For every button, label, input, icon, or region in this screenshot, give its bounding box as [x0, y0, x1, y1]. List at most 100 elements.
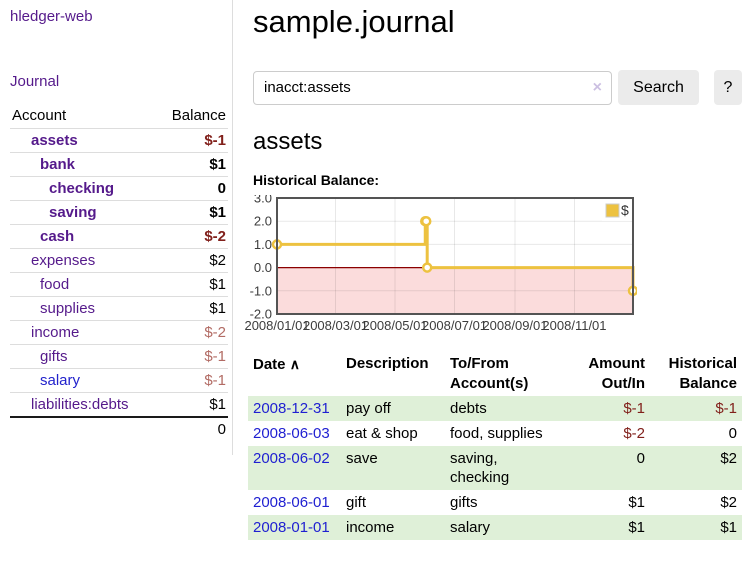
- register-accounts-cell: salary: [450, 519, 491, 536]
- register-amount-cell: $-2: [623, 425, 645, 442]
- search-button[interactable]: Search: [618, 70, 699, 105]
- legend-label: $: [621, 202, 629, 218]
- accounts-total-value: 0: [10, 416, 228, 441]
- account-balance: $2: [156, 248, 228, 273]
- balance-column-header: Balance: [171, 107, 226, 124]
- register-header-row: Date ∧ Description To/From Account(s) Amo…: [248, 352, 742, 396]
- register-table: Date ∧ Description To/From Account(s) Amo…: [248, 352, 742, 540]
- account-name-cell: expenses: [10, 248, 157, 273]
- register-amount-cell: $-1: [623, 400, 645, 417]
- transaction-date-link[interactable]: 2008-01-01: [253, 519, 330, 536]
- register-description-cell: eat & shop: [346, 425, 418, 442]
- register-header-amount: Amount Out/In: [575, 352, 650, 396]
- account-name-cell: assets: [10, 128, 157, 153]
- register-balance-cell: $-1: [715, 400, 737, 417]
- register-description-cell: save: [346, 450, 378, 467]
- account-row: cash $-2: [10, 224, 228, 249]
- balance-chart-svg: $3.0 2.0 1.0 0.0 -1.0 -2.02008/01/012008/03/0…: [244, 191, 639, 333]
- register-date-cell: 2008-01-01: [248, 515, 341, 540]
- register-row: 2008-06-01 gift gifts $1 $2: [248, 490, 742, 515]
- account-link-income[interactable]: income: [31, 324, 80, 341]
- account-row: gifts $-1: [10, 344, 228, 369]
- transaction-date-link[interactable]: 2008-12-31: [253, 400, 330, 417]
- x-tick-label: 2008/11/01: [542, 318, 606, 333]
- register-balance-cell: $2: [720, 494, 737, 511]
- account-link-checking[interactable]: checking: [49, 180, 115, 197]
- account-balance: $1: [156, 392, 228, 417]
- account-balance: $-2: [156, 320, 228, 345]
- transaction-date-link[interactable]: 2008-06-02: [253, 450, 330, 467]
- account-name-cell: income: [10, 320, 157, 345]
- register-balance-cell: 0: [728, 425, 737, 442]
- accounts-total-row: 0: [10, 416, 228, 441]
- account-name-cell: food: [10, 272, 157, 297]
- register-date-cell: 2008-06-01: [248, 490, 341, 515]
- transaction-date-link[interactable]: 2008-06-03: [253, 425, 330, 442]
- register-balance-cell: $2: [720, 450, 737, 467]
- account-link-assets[interactable]: assets: [31, 132, 78, 149]
- sort-asc-icon: ∧: [289, 356, 300, 372]
- account-row: supplies $1: [10, 296, 228, 321]
- register-amount-cell: $1: [628, 519, 645, 536]
- account-link-bank[interactable]: bank: [40, 156, 76, 173]
- sidebar-item-journal[interactable]: Journal: [10, 73, 60, 90]
- account-name-cell: cash: [10, 224, 157, 249]
- register-amount-cell: $1: [628, 494, 645, 511]
- app-brand-link[interactable]: hledger-web: [10, 8, 93, 25]
- account-row: liabilities:debts $1: [10, 392, 228, 417]
- register-accounts-cell: saving, checking: [450, 450, 510, 486]
- account-name-cell: saving: [10, 200, 157, 225]
- account-link-cash[interactable]: cash: [40, 228, 75, 245]
- y-tick-label: 2.0: [254, 214, 272, 229]
- register-header-description: Description: [346, 355, 429, 372]
- x-tick-label: 2008/01/01: [245, 318, 310, 333]
- account-link-gifts[interactable]: gifts: [40, 348, 68, 365]
- account-balance: $1: [156, 296, 228, 321]
- sidebar: hledger-web Journal Account Balance asse…: [0, 0, 233, 455]
- account-link-saving[interactable]: saving: [49, 204, 97, 221]
- x-tick-label: 2008/07/01: [422, 318, 487, 333]
- account-page-title: assets: [253, 128, 323, 155]
- account-name-cell: gifts: [10, 344, 157, 369]
- register-date-cell: 2008-06-03: [248, 421, 341, 446]
- account-link-expenses[interactable]: expenses: [31, 252, 96, 269]
- account-link-salary[interactable]: salary: [40, 372, 81, 389]
- x-tick-label: 2008/09/01: [482, 318, 547, 333]
- x-tick-label: 2008/05/01: [362, 318, 427, 333]
- accounts-balance-table: Account Balance assets $-1 bank $1 checking 0…: [10, 104, 228, 441]
- register-amount-cell: 0: [636, 450, 645, 467]
- account-balance: $1: [156, 272, 228, 297]
- account-row: food $1: [10, 272, 228, 297]
- account-name-cell: bank: [10, 152, 157, 177]
- account-row: income $-2: [10, 320, 228, 345]
- register-row: 2008-01-01 income salary $1 $1: [248, 515, 742, 540]
- x-tick-label: 2008/03/01: [303, 318, 368, 333]
- register-row: 2008-06-02 save saving, checking 0 $2: [248, 446, 742, 490]
- accounts-header-line2: Account(s): [450, 375, 529, 392]
- account-balance: $-1: [156, 368, 228, 393]
- account-row: expenses $2: [10, 248, 228, 273]
- transaction-date-link[interactable]: 2008-06-01: [253, 494, 330, 511]
- search-input[interactable]: [253, 70, 612, 105]
- balance-header-line1: Historical: [668, 355, 737, 372]
- page-title: sample.journal: [253, 4, 455, 39]
- account-link-food[interactable]: food: [40, 276, 70, 293]
- account-row: saving $1: [10, 200, 228, 225]
- account-name-cell: checking: [10, 176, 157, 201]
- register-header-accounts: To/From Account(s): [445, 352, 575, 396]
- search-input-wrap: ×: [253, 70, 612, 105]
- register-description-cell: income: [346, 519, 395, 536]
- account-link-liabilities-debts[interactable]: liabilities:debts: [31, 396, 129, 413]
- register-header-balance: Historical Balance: [650, 352, 742, 396]
- search-bar: × Search ?: [253, 70, 742, 105]
- y-tick-label: 3.0: [254, 195, 272, 206]
- register-header-date[interactable]: Date ∧: [248, 352, 341, 396]
- register-accounts-cell: gifts: [450, 494, 478, 511]
- data-point-marker: [421, 262, 433, 273]
- account-link-supplies[interactable]: supplies: [40, 300, 96, 317]
- register-accounts-cell: food, supplies: [450, 425, 543, 442]
- help-button[interactable]: ?: [714, 70, 742, 105]
- register-description-cell: pay off: [346, 400, 391, 417]
- negative-region: [277, 267, 633, 314]
- clear-search-icon[interactable]: ×: [592, 78, 602, 96]
